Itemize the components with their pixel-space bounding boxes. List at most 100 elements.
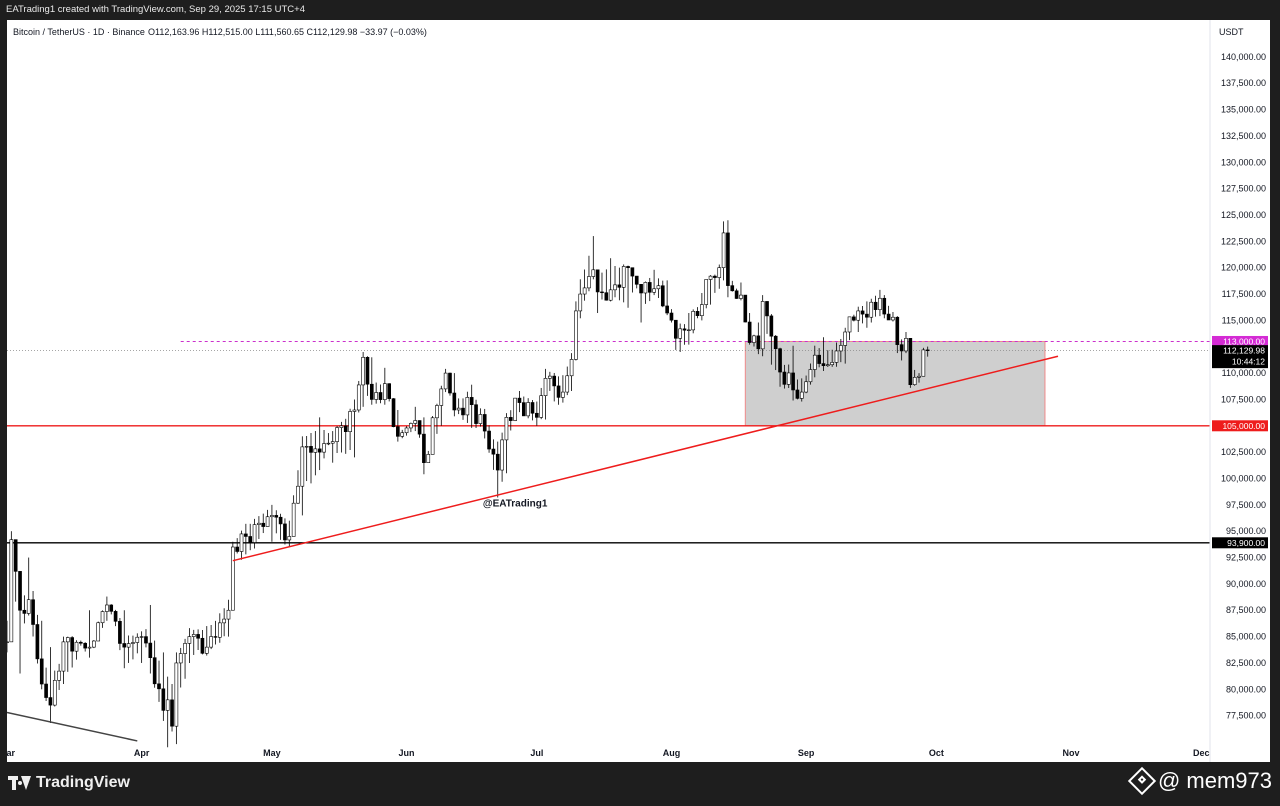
candle-body[interactable] (469, 397, 474, 406)
candle-body[interactable] (600, 291, 604, 294)
candle-body[interactable] (504, 417, 509, 441)
candle-body[interactable] (296, 485, 300, 504)
candle-body[interactable] (191, 634, 196, 637)
candle-body[interactable] (643, 282, 648, 294)
candle-body[interactable] (430, 417, 435, 455)
candle-body[interactable] (283, 523, 287, 541)
candle-body[interactable] (309, 446, 313, 453)
candle-body[interactable] (621, 266, 626, 288)
candle-body[interactable] (825, 364, 830, 367)
candle-body[interactable] (443, 372, 448, 390)
candle-body[interactable] (908, 338, 913, 385)
candle-body[interactable] (752, 335, 756, 343)
candle-body[interactable] (217, 622, 222, 638)
candle-body[interactable] (613, 284, 617, 291)
candle-body[interactable] (118, 621, 122, 644)
candle-body[interactable] (834, 350, 839, 363)
candle-body[interactable] (895, 316, 900, 345)
candle-body[interactable] (804, 381, 808, 393)
candle-body[interactable] (65, 637, 70, 643)
candle-body[interactable] (652, 288, 656, 293)
candle-body[interactable] (426, 454, 431, 463)
candle-body[interactable] (35, 624, 40, 660)
candle-body[interactable] (556, 385, 561, 398)
candle-body[interactable] (330, 441, 335, 444)
candle-body[interactable] (44, 683, 48, 698)
candle-body[interactable] (478, 414, 483, 424)
candle-body[interactable] (18, 571, 22, 611)
candle-body[interactable] (665, 305, 669, 314)
candle-body[interactable] (673, 319, 678, 339)
candle-body[interactable] (152, 657, 157, 685)
candle-body[interactable] (257, 522, 261, 525)
candle-body[interactable] (630, 267, 635, 277)
candle-body[interactable] (374, 392, 378, 400)
candle-body[interactable] (87, 646, 92, 649)
candle-body[interactable] (852, 316, 856, 321)
candle-body[interactable] (317, 448, 322, 453)
candle-body[interactable] (660, 285, 665, 307)
price-chart[interactable]: Bitcoin / TetherUS · 1D · Binance O112,1… (7, 20, 1270, 762)
trendline-old[interactable] (7, 711, 138, 742)
candle-body[interactable] (261, 522, 266, 527)
candle-body[interactable] (587, 276, 591, 289)
candle-body[interactable] (639, 284, 643, 294)
candle-body[interactable] (882, 297, 887, 315)
candle-body[interactable] (461, 407, 465, 416)
candle-body[interactable] (165, 699, 170, 711)
candle-body[interactable] (756, 335, 761, 350)
candle-body[interactable] (96, 622, 101, 642)
candle-body[interactable] (100, 611, 105, 624)
candle-body[interactable] (196, 634, 200, 639)
candle-body[interactable] (708, 275, 713, 280)
candle-body[interactable] (474, 404, 478, 424)
candle-body[interactable] (773, 335, 778, 349)
candle-body[interactable] (183, 643, 187, 654)
candle-body[interactable] (83, 642, 87, 649)
candle-body[interactable] (417, 420, 422, 435)
candle-body[interactable] (126, 643, 131, 648)
candle-body[interactable] (565, 375, 570, 393)
candle-body[interactable] (843, 331, 848, 346)
candle-body[interactable] (830, 362, 834, 366)
candle-body[interactable] (808, 369, 813, 383)
candle-body[interactable] (552, 375, 557, 387)
candle-body[interactable] (352, 409, 357, 412)
candle-body[interactable] (847, 316, 852, 333)
candle-body[interactable] (495, 453, 500, 471)
candle-body[interactable] (79, 641, 83, 644)
trendline-up[interactable] (232, 355, 1059, 562)
black-level-price-tag[interactable]: 93,900.00 (1212, 537, 1268, 549)
candle-body[interactable] (726, 232, 730, 286)
candle-body[interactable] (204, 646, 209, 654)
candle-body[interactable] (335, 427, 339, 442)
candle-body[interactable] (730, 285, 735, 292)
candle-body[interactable] (235, 546, 239, 552)
candle-body[interactable] (574, 310, 578, 360)
candle-body[interactable] (92, 640, 96, 648)
candle-body[interactable] (31, 599, 35, 625)
candle-body[interactable] (821, 363, 826, 367)
candle-body[interactable] (704, 279, 709, 305)
candle-body[interactable] (209, 636, 213, 648)
candle-body[interactable] (122, 643, 127, 648)
candle-body[interactable] (891, 316, 895, 321)
candle-body[interactable] (52, 680, 57, 706)
candle-body[interactable] (448, 372, 452, 394)
candle-body[interactable] (812, 354, 817, 370)
candle-body[interactable] (669, 312, 674, 321)
candle-body[interactable] (687, 329, 691, 331)
candle-body[interactable] (839, 345, 843, 352)
candle-body[interactable] (222, 618, 226, 624)
candle-body[interactable] (26, 599, 31, 614)
candle-body[interactable] (48, 697, 53, 706)
candle-body[interactable] (226, 609, 231, 620)
candle-body[interactable] (422, 433, 426, 463)
candle-body[interactable] (582, 287, 587, 295)
candle-body[interactable] (170, 699, 174, 727)
candle-body[interactable] (291, 502, 296, 537)
candle-body[interactable] (778, 348, 782, 373)
candle-body[interactable] (604, 292, 609, 301)
candle-body[interactable] (343, 425, 348, 432)
